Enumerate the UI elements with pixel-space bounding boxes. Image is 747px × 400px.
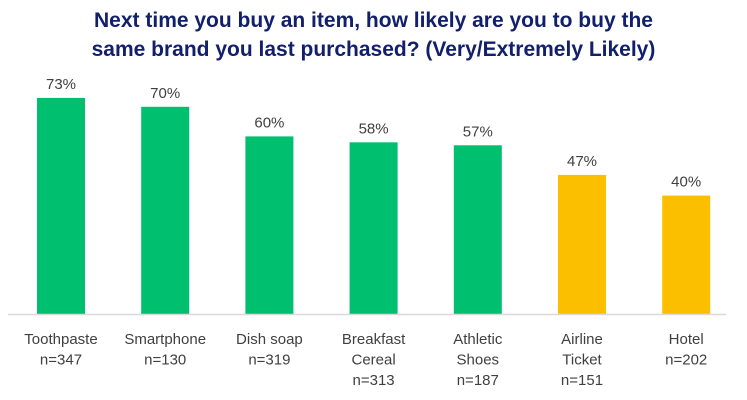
data-label-3: 58% xyxy=(359,120,389,137)
data-label-5: 47% xyxy=(567,153,597,170)
category-label-3-1: Cereal xyxy=(352,352,396,369)
data-label-6: 40% xyxy=(671,174,701,191)
chart-title-line-2: same brand you last purchased? (Very/Ext… xyxy=(91,38,656,61)
data-label-1: 70% xyxy=(150,85,180,102)
data-label-2: 60% xyxy=(254,114,284,131)
bar-2 xyxy=(245,136,294,314)
category-label-2-1: n=319 xyxy=(248,352,290,369)
data-label-4: 57% xyxy=(463,123,493,140)
data-label-0: 73% xyxy=(46,76,76,93)
category-label-6-1: n=202 xyxy=(665,352,707,369)
category-label-0-0: Toothpaste xyxy=(24,331,97,348)
category-label-4-2: n=187 xyxy=(457,372,499,389)
category-label-5-1: Ticket xyxy=(562,352,602,369)
category-label-1-0: Smartphone xyxy=(124,331,206,348)
category-label-6-0: Hotel xyxy=(669,331,704,348)
chart-title-line-1: Next time you buy an item, how likely ar… xyxy=(94,9,653,32)
bar-6 xyxy=(662,195,711,314)
bar-3 xyxy=(349,142,398,314)
category-label-3-0: Breakfast xyxy=(342,331,406,348)
category-label-0-1: n=347 xyxy=(40,352,82,369)
category-label-4-1: Shoes xyxy=(457,352,500,369)
category-label-5-0: Airline xyxy=(561,331,603,348)
bar-4 xyxy=(453,145,502,314)
bar-5 xyxy=(558,174,606,314)
category-label-3-2: n=313 xyxy=(353,372,395,389)
bar-1 xyxy=(141,106,190,314)
chart-title: Next time you buy an item, how likely ar… xyxy=(0,6,747,64)
category-label-2-0: Dish soap xyxy=(236,331,303,348)
bar-0 xyxy=(37,97,85,314)
category-label-5-2: n=151 xyxy=(561,372,603,389)
category-label-1-1: n=130 xyxy=(144,352,186,369)
category-label-4-0: Athletic xyxy=(453,331,503,348)
